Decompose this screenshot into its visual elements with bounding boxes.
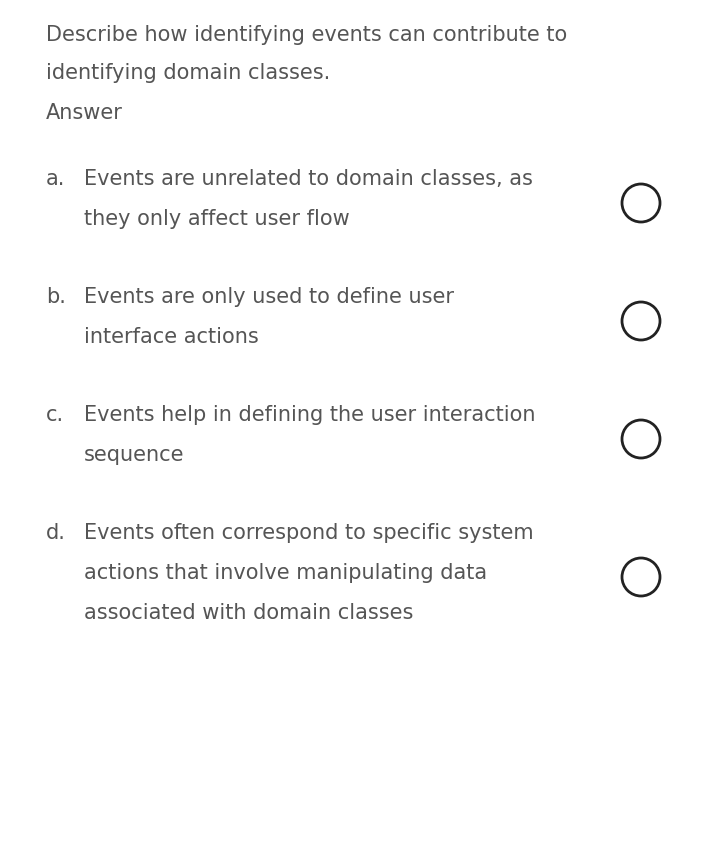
Text: b.: b. [46, 287, 66, 307]
Text: Events often correspond to specific system: Events often correspond to specific syst… [84, 523, 534, 543]
Text: interface actions: interface actions [84, 327, 258, 347]
Text: c.: c. [46, 405, 64, 425]
Text: sequence: sequence [84, 445, 185, 465]
Text: Events help in defining the user interaction: Events help in defining the user interac… [84, 405, 535, 425]
Text: Describe how identifying events can contribute to: Describe how identifying events can cont… [46, 25, 567, 45]
Text: identifying domain classes.: identifying domain classes. [46, 63, 330, 83]
Text: Events are only used to define user: Events are only used to define user [84, 287, 454, 307]
Text: Answer: Answer [46, 103, 123, 123]
Text: a.: a. [46, 169, 65, 189]
Text: Events are unrelated to domain classes, as: Events are unrelated to domain classes, … [84, 169, 533, 189]
Text: associated with domain classes: associated with domain classes [84, 603, 413, 623]
Text: actions that involve manipulating data: actions that involve manipulating data [84, 563, 487, 583]
Text: d.: d. [46, 523, 66, 543]
Text: they only affect user flow: they only affect user flow [84, 209, 350, 229]
